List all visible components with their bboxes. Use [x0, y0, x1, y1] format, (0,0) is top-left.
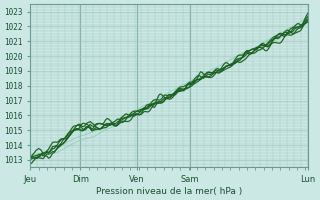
X-axis label: Pression niveau de la mer( hPa ): Pression niveau de la mer( hPa )	[96, 187, 242, 196]
